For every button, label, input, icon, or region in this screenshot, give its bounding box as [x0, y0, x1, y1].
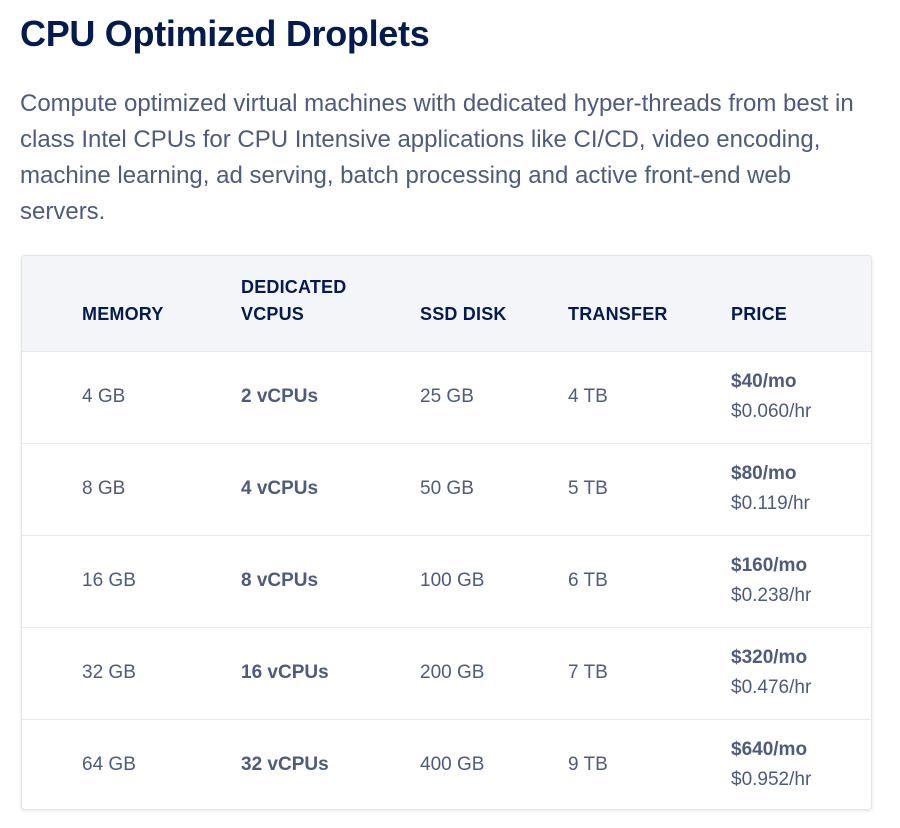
column-header-vcpus-line1: DEDICATED: [241, 276, 347, 297]
column-header-transfer: TRANSFER: [568, 303, 668, 324]
transfer-cell: 9 TB: [568, 754, 608, 776]
vcpus-cell: 32 vCPUs: [241, 754, 329, 776]
page-title: CPU Optimized Droplets: [20, 13, 430, 54]
price-monthly: $320/mo: [731, 647, 808, 668]
memory-cell: 8 GB: [82, 478, 126, 499]
price-cell: $320/mo $0.476/hr: [731, 627, 871, 719]
price-hourly: $0.119/hr: [731, 493, 810, 514]
table-row: 8 GB 4 vCPUs 50 GB 5 TB $80/mo $0.119/hr: [22, 443, 871, 535]
column-header-ssd-disk: SSD DISK: [420, 303, 507, 324]
ssd-disk-cell: 400 GB: [420, 754, 485, 776]
ssd-disk-cell: 25 GB: [420, 386, 474, 407]
price-hourly: $0.238/hr: [731, 585, 812, 606]
transfer-cell: 4 TB: [568, 386, 608, 407]
table-header-row: MEMORY DEDICATED VCPUS SSD DISK TRANSFER…: [22, 256, 871, 351]
table-row: 4 GB 2 vCPUs 25 GB 4 TB $40/mo $0.060/hr: [22, 351, 871, 443]
table-row: 32 GB 16 vCPUs 200 GB 7 TB $320/mo $0.47…: [22, 627, 871, 719]
memory-cell: 64 GB: [82, 754, 136, 776]
price-cell: $640/mo $0.952/hr: [731, 719, 871, 809]
table-body: 4 GB 2 vCPUs 25 GB 4 TB $40/mo $0.060/hr…: [22, 351, 871, 809]
transfer-cell: 6 TB: [568, 570, 608, 591]
price-cell: $160/mo $0.238/hr: [731, 535, 871, 627]
page-description: Compute optimized virtual machines with …: [20, 90, 854, 225]
pricing-table: MEMORY DEDICATED VCPUS SSD DISK TRANSFER…: [22, 256, 871, 809]
column-header-vcpus-line2: VCPUS: [241, 303, 305, 324]
table-header: MEMORY DEDICATED VCPUS SSD DISK TRANSFER…: [22, 256, 871, 351]
table-row: 16 GB 8 vCPUs 100 GB 6 TB $160/mo $0.238…: [22, 535, 871, 627]
memory-cell: 32 GB: [82, 662, 136, 683]
price-hourly: $0.952/hr: [731, 769, 812, 791]
transfer-cell: 5 TB: [568, 478, 608, 499]
price-cell: $80/mo $0.119/hr: [731, 443, 871, 535]
price-cell: $40/mo $0.060/hr: [731, 351, 871, 443]
table-row: 64 GB 32 vCPUs 400 GB 9 TB $640/mo $0.95…: [22, 719, 871, 809]
price-monthly: $80/mo: [731, 463, 797, 484]
column-header-memory: MEMORY: [82, 303, 164, 324]
transfer-cell: 7 TB: [568, 662, 608, 683]
price-monthly: $160/mo: [731, 555, 808, 576]
column-header-vcpus: DEDICATED VCPUS: [241, 256, 420, 351]
price-hourly: $0.476/hr: [731, 677, 812, 698]
price-monthly: $40/mo: [731, 371, 797, 392]
vcpus-cell: 2 vCPUs: [241, 386, 319, 407]
ssd-disk-cell: 50 GB: [420, 478, 474, 499]
vcpus-cell: 8 vCPUs: [241, 570, 319, 591]
ssd-disk-cell: 200 GB: [420, 662, 485, 683]
column-header-price: PRICE: [731, 303, 788, 324]
pricing-table-card: MEMORY DEDICATED VCPUS SSD DISK TRANSFER…: [21, 255, 872, 810]
price-monthly: $640/mo: [731, 739, 808, 761]
price-hourly: $0.060/hr: [731, 401, 812, 422]
memory-cell: 16 GB: [82, 570, 136, 591]
vcpus-cell: 4 vCPUs: [241, 478, 319, 499]
ssd-disk-cell: 100 GB: [420, 570, 485, 591]
vcpus-cell: 16 vCPUs: [241, 662, 329, 683]
memory-cell: 4 GB: [82, 386, 126, 407]
